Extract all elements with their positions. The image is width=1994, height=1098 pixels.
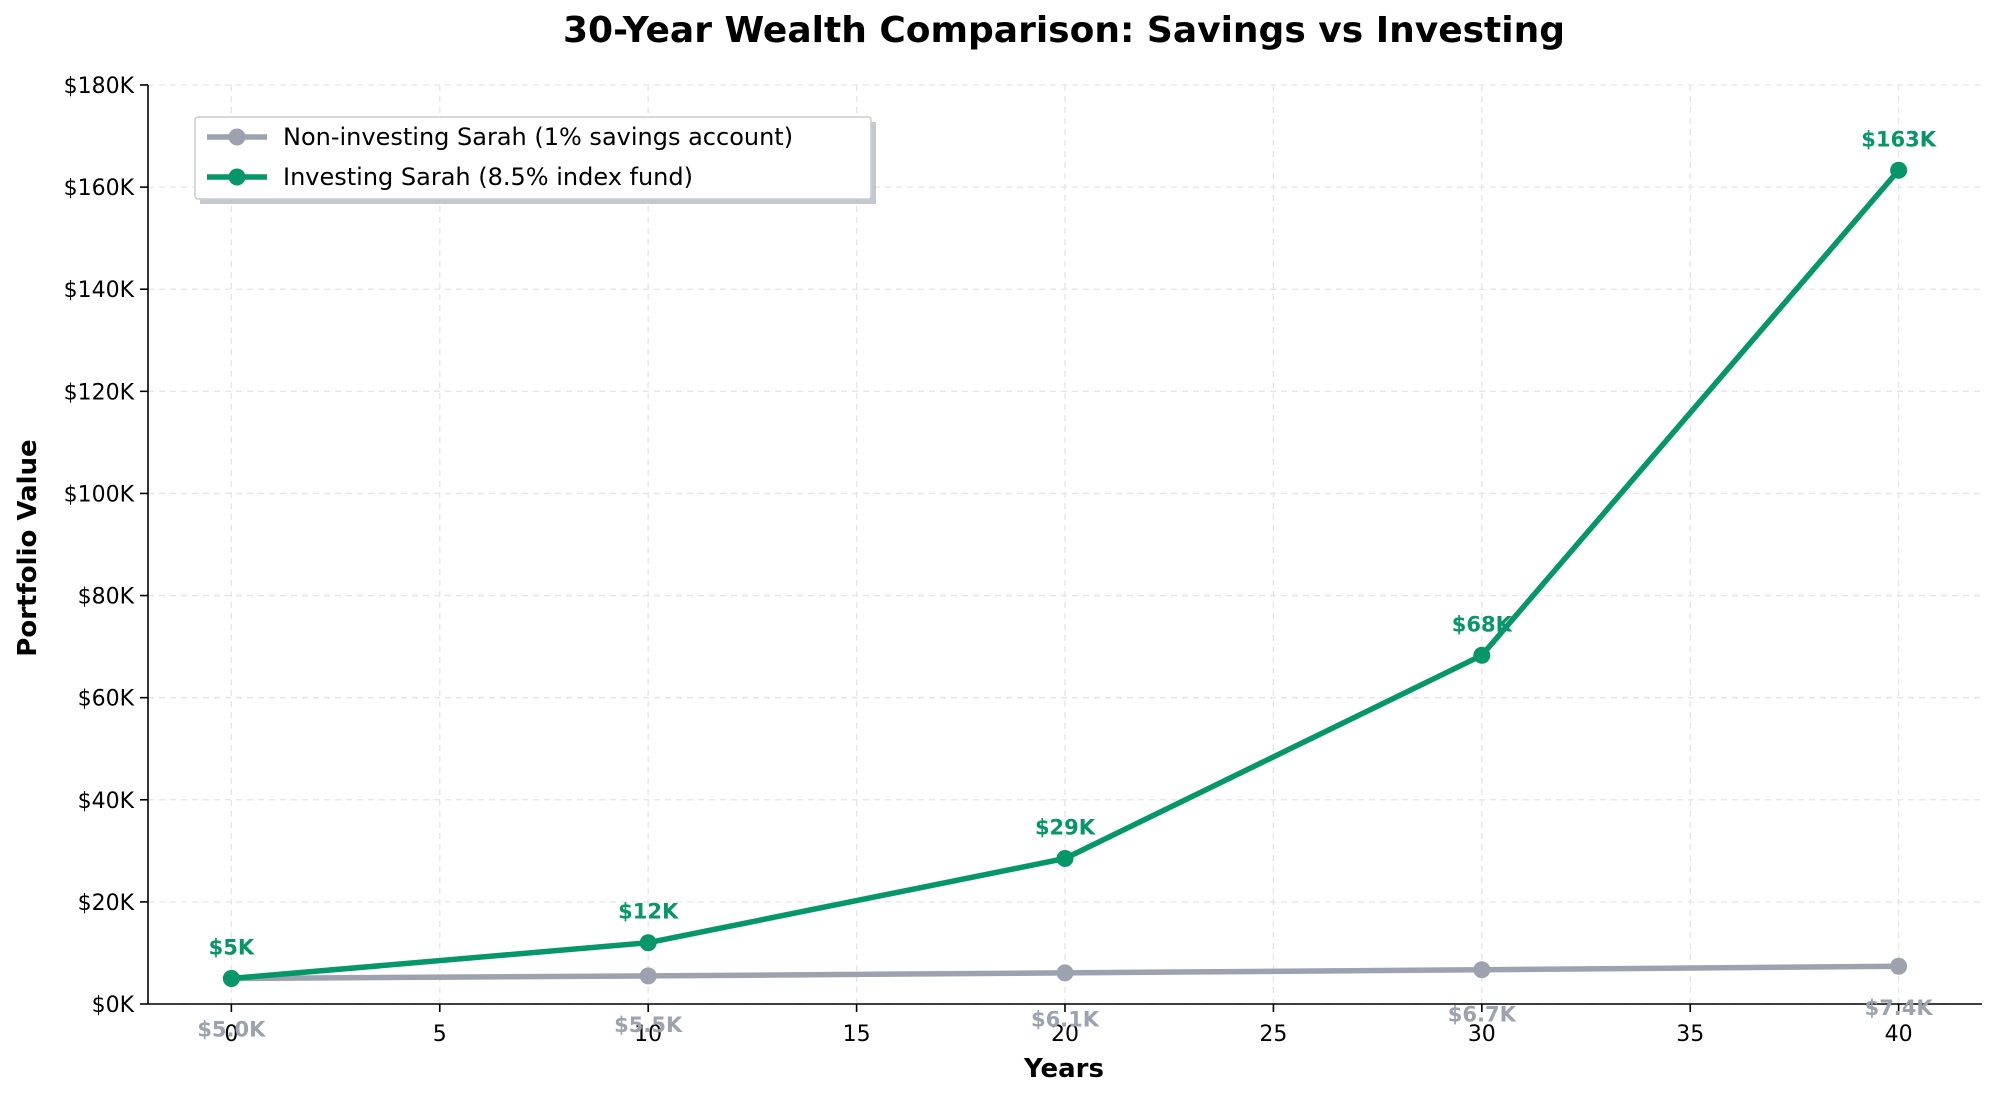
x-tick-label: 20 — [1051, 1022, 1079, 1047]
legend-box — [194, 116, 872, 200]
y-tick-label: $120K — [64, 380, 135, 405]
x-tick-label: 30 — [1468, 1022, 1496, 1047]
chart-title: 30-Year Wealth Comparison: Savings vs In… — [563, 10, 1565, 51]
data-point — [222, 969, 240, 987]
x-tick-label: 35 — [1676, 1022, 1704, 1047]
data-labels: $5.0K $5.5K $6.1K $6.7K $7.4K $5K $12K $29K $68K… — [197, 127, 1936, 1041]
x-tick-label: 25 — [1259, 1022, 1287, 1047]
data-label: $5.0K — [197, 1017, 266, 1041]
legend-marker — [228, 168, 246, 186]
data-point — [1056, 964, 1074, 982]
y-tick-label: $100K — [64, 482, 135, 507]
data-point — [1890, 161, 1908, 179]
x-tick-label: 40 — [1885, 1022, 1913, 1047]
y-tick-label: $180K — [64, 74, 135, 99]
y-tick-label: $80K — [78, 585, 135, 610]
data-label: $5.5K — [614, 1013, 683, 1037]
x-axis-label: Years — [1023, 1054, 1104, 1084]
data-label: $163K — [1861, 127, 1936, 151]
x-tick-label: 15 — [843, 1022, 871, 1047]
legend: Non-investing Sarah (1% savings account)… — [194, 116, 876, 204]
data-label: $68K — [1452, 612, 1513, 636]
data-point — [1473, 646, 1491, 664]
y-tick-label: $160K — [64, 176, 135, 201]
y-tick-label: $20K — [78, 891, 135, 916]
data-label: $29K — [1035, 815, 1096, 839]
legend-marker — [228, 128, 246, 146]
data-label: $7.4K — [1865, 996, 1934, 1020]
x-tick-label: 0 — [224, 1022, 238, 1047]
x-tick-label: 10 — [634, 1022, 662, 1047]
y-tick-label: $60K — [78, 687, 135, 712]
data-point — [639, 934, 657, 952]
legend-label: Investing Sarah (8.5% index fund) — [283, 163, 693, 191]
data-label: $12K — [618, 900, 679, 924]
data-point — [639, 967, 657, 985]
data-point — [1890, 957, 1908, 975]
y-tick-label: $0K — [92, 993, 135, 1018]
x-tick-label: 5 — [433, 1022, 447, 1047]
data-label: $6.7K — [1448, 1002, 1517, 1026]
data-point — [1473, 961, 1491, 979]
data-label: $5K — [209, 935, 255, 959]
data-point — [1056, 849, 1074, 867]
data-label: $6.1K — [1031, 1008, 1100, 1032]
series — [222, 161, 1908, 987]
y-tick-label: $140K — [64, 278, 135, 303]
y-axis-label: Portfolio Value — [13, 439, 43, 656]
axes: $0K $20K $40K $60K $80K $100K $120K $140K $160K $… — [64, 74, 1982, 1047]
legend-label: Non-investing Sarah (1% savings account) — [283, 123, 793, 151]
y-tick-label: $40K — [78, 789, 135, 814]
